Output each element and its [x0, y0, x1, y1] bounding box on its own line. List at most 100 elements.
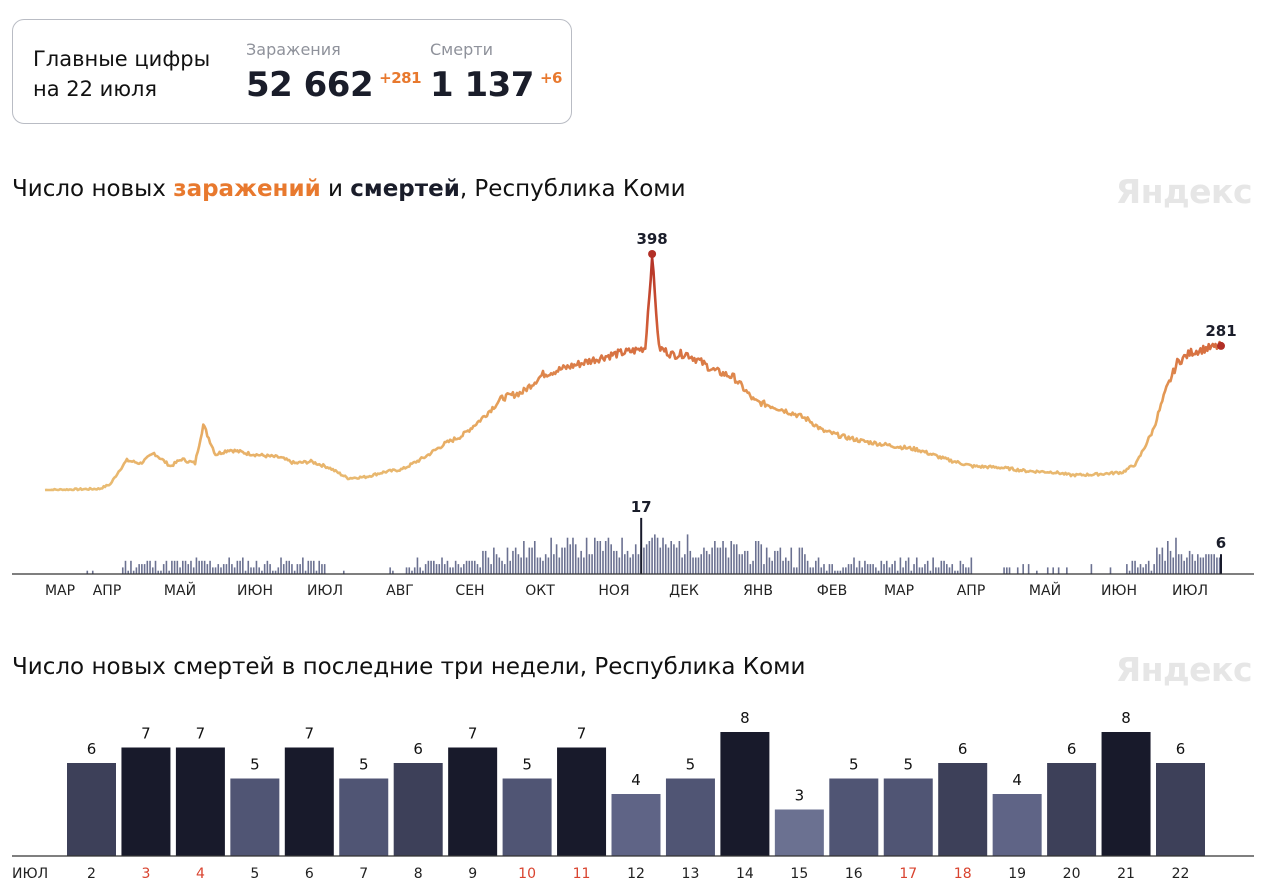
deaths-mini-bar [722, 541, 724, 574]
deaths-mini-bar [572, 537, 574, 574]
deaths-mini-bar [173, 560, 176, 574]
deaths-mini-bar [277, 567, 280, 574]
month-tick-label: ИЮЛ [1172, 583, 1208, 599]
month-tick-label: ДЕК [669, 583, 699, 599]
deaths-mini-bar [765, 547, 768, 574]
deaths-mini-bar [891, 564, 894, 574]
deaths-mini-bar [708, 554, 711, 574]
day-tick-label: 7 [359, 866, 368, 882]
deaths-mini-bar [839, 570, 842, 574]
death-day-bar [720, 732, 770, 856]
deaths-mini-bar [875, 567, 877, 574]
deaths-mini-bar [282, 564, 285, 574]
deaths-mini-bar [869, 564, 872, 574]
deaths-mini-bar [790, 547, 793, 574]
deaths-mini-bar [714, 541, 716, 574]
day-tick-label: 11 [573, 866, 591, 882]
deaths-mini-bar [910, 570, 913, 574]
deaths-mini-bar [310, 560, 312, 574]
deaths-mini-bar [261, 570, 263, 574]
deaths-mini-bar [662, 537, 664, 574]
deaths-mini-bar [1046, 567, 1049, 574]
deaths-mini-bar [670, 541, 672, 574]
deaths-mini-bar [700, 554, 703, 574]
month-tick-label: МАР [884, 583, 914, 599]
deaths-mini-bar [970, 557, 973, 574]
deaths-mini-bar [490, 564, 492, 574]
deaths-mini-bar [836, 570, 839, 574]
deaths-mini-bar [160, 570, 162, 574]
day-tick-label: 22 [1172, 866, 1190, 882]
deaths-mini-bar [212, 567, 214, 574]
day-tick-label: 8 [414, 866, 423, 882]
deaths-mini-bar [203, 560, 206, 574]
deaths-mini-bar [1131, 560, 1134, 574]
deaths-mini-bar [1166, 541, 1169, 574]
deaths-mini-bar [293, 570, 296, 574]
deaths-mini-bar [591, 554, 593, 574]
chart1-title-part5: , Республика Коми [459, 176, 686, 202]
deaths-mini-bar [242, 557, 244, 574]
deaths-mini-bar [1202, 557, 1205, 574]
deaths-mini-bar [752, 560, 754, 574]
deaths-mini-bar [686, 534, 689, 574]
infections-peak-marker [648, 250, 657, 258]
deaths-mini-bar [236, 560, 239, 574]
deaths-mini-bar [806, 560, 809, 574]
month-tick-label: СЕН [455, 583, 484, 599]
deaths-mini-bar [1183, 560, 1185, 574]
death-day-value: 8 [740, 709, 750, 727]
month-tick-label: НОЯ [598, 583, 629, 599]
deaths-mini-bar [905, 560, 907, 574]
deaths-mini-bar [452, 567, 454, 574]
month-tick-label: ИЮН [1101, 583, 1137, 599]
deaths-mini-bar [476, 564, 479, 574]
deaths-mini-bar [438, 564, 441, 574]
infections-stat: Заражения 52 662 +281 [246, 40, 422, 105]
deaths-mini-bar [1134, 560, 1136, 574]
deaths-mini-bar [449, 567, 451, 574]
deaths-mini-bar [583, 557, 585, 574]
day-tick-label: 19 [1008, 866, 1026, 882]
deaths-mini-bar [877, 570, 880, 574]
month-tick-label: ЯНВ [743, 583, 773, 599]
deaths-mini-bar [514, 547, 517, 574]
deaths-mini-bar [872, 564, 874, 574]
deaths-mini-bar [566, 537, 569, 574]
deaths-mini-bar [430, 560, 432, 574]
deaths-mini-bar [222, 564, 225, 574]
chart1-title-deaths: смертей [350, 176, 460, 202]
deaths-mini-bar [602, 550, 604, 574]
death-day-value: 5 [686, 756, 696, 774]
deaths-mini-bar [918, 567, 921, 574]
deaths-mini-bar [574, 544, 577, 574]
deaths-mini-bar [861, 567, 863, 574]
deaths-mini-bar [681, 557, 683, 574]
death-day-bar [938, 763, 988, 856]
deaths-mini-bar [825, 570, 828, 574]
deaths-mini-bar [1036, 570, 1038, 574]
deaths-mini-bar [525, 557, 528, 574]
infections-value: 52 662 [246, 65, 374, 105]
deaths-mini-bar [512, 550, 514, 574]
deaths-value: 1 137 [430, 65, 534, 105]
deaths-mini-bar [184, 560, 187, 574]
deaths-mini-bar [626, 550, 629, 574]
deaths-mini-bar [217, 564, 220, 574]
deaths-mini-bar [823, 564, 825, 574]
yandex-watermark: Яндекс [1115, 172, 1253, 211]
deaths-mini-bar [697, 557, 700, 574]
deaths-mini-bar [523, 541, 525, 574]
deaths-mini-bar [1213, 554, 1215, 574]
death-day-bar [557, 747, 607, 856]
deaths-mini-bar [689, 550, 692, 574]
deaths-mini-bar [599, 541, 602, 574]
deaths-mini-bar [209, 560, 211, 574]
deaths-mini-bar [673, 544, 675, 574]
deaths-mini-bar [509, 560, 512, 574]
deaths-mini-bar [495, 554, 498, 574]
deaths-mini-bar [206, 564, 209, 574]
deaths-mini-bar [138, 564, 140, 574]
deaths-mini-bar [190, 560, 192, 574]
deaths-mini-bar [214, 567, 217, 574]
